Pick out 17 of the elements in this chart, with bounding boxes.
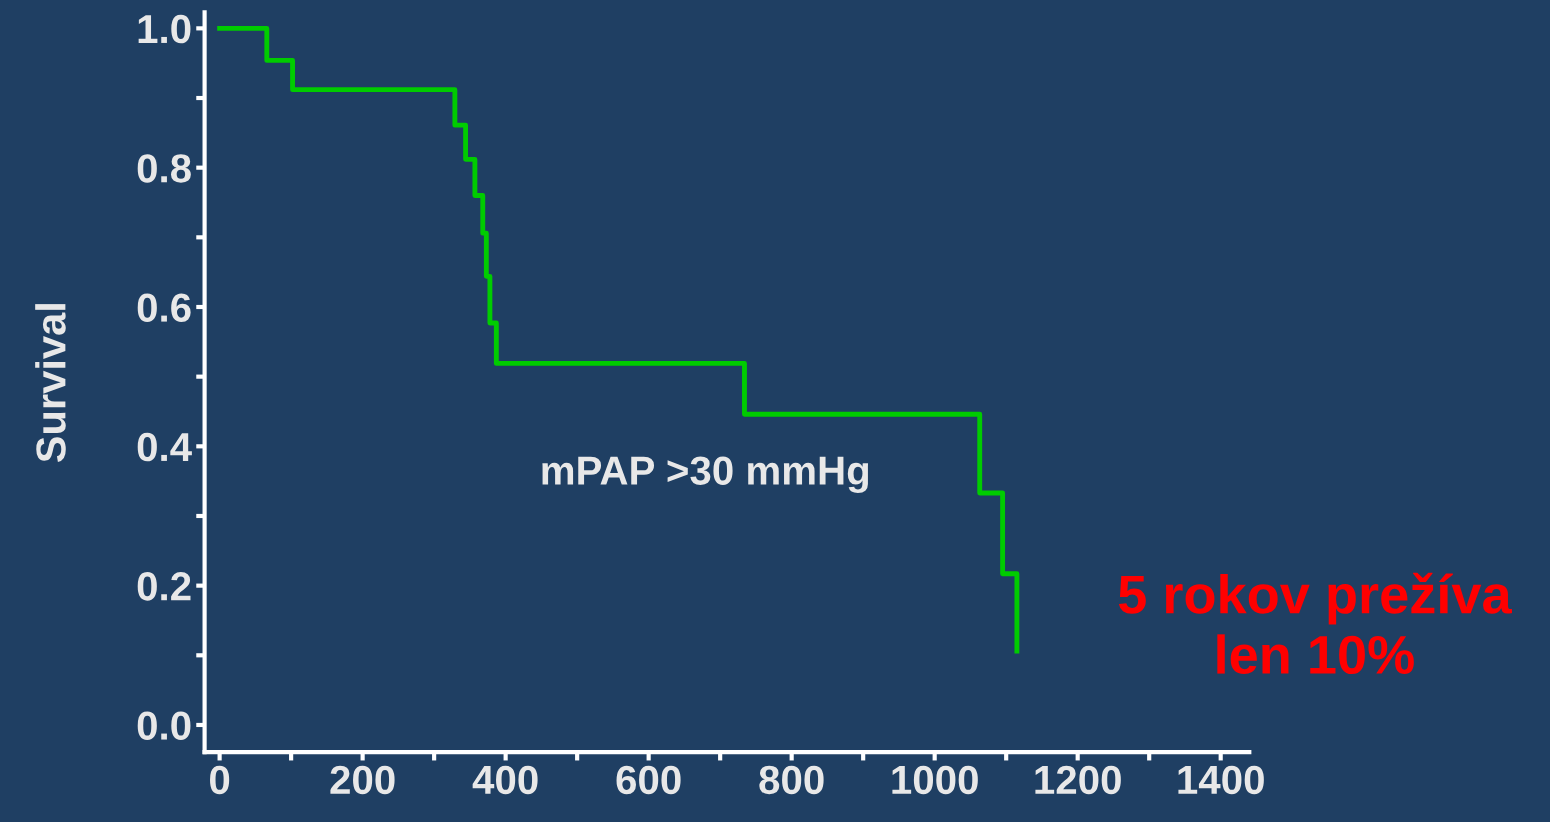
x-tick-label: 1400 bbox=[1178, 765, 1264, 795]
y-tick-label: 0.8 bbox=[137, 154, 191, 183]
x-tick-label: 600 bbox=[616, 765, 681, 795]
y-tick-label: 1.0 bbox=[138, 14, 191, 44]
x-tick-label: 0 bbox=[210, 765, 230, 795]
y-tick-label: 0.6 bbox=[137, 293, 191, 322]
x-tick-label: 800 bbox=[759, 765, 824, 795]
x-tick-label: 1000 bbox=[892, 765, 978, 795]
y-axis-title: Survival bbox=[35, 304, 66, 463]
x-tick-label: 400 bbox=[472, 765, 538, 795]
annotation: mPAP >30 mmHg bbox=[542, 456, 869, 494]
y-tick-label: 0.2 bbox=[137, 572, 191, 601]
y-tick-label: 0.4 bbox=[137, 432, 192, 462]
x-tick-label: 1200 bbox=[1035, 765, 1121, 795]
y-tick-label: 0.0 bbox=[137, 711, 191, 740]
annotation: 5 rokov prežíva len 10% bbox=[1118, 572, 1512, 675]
x-tick-label: 200 bbox=[330, 765, 395, 795]
